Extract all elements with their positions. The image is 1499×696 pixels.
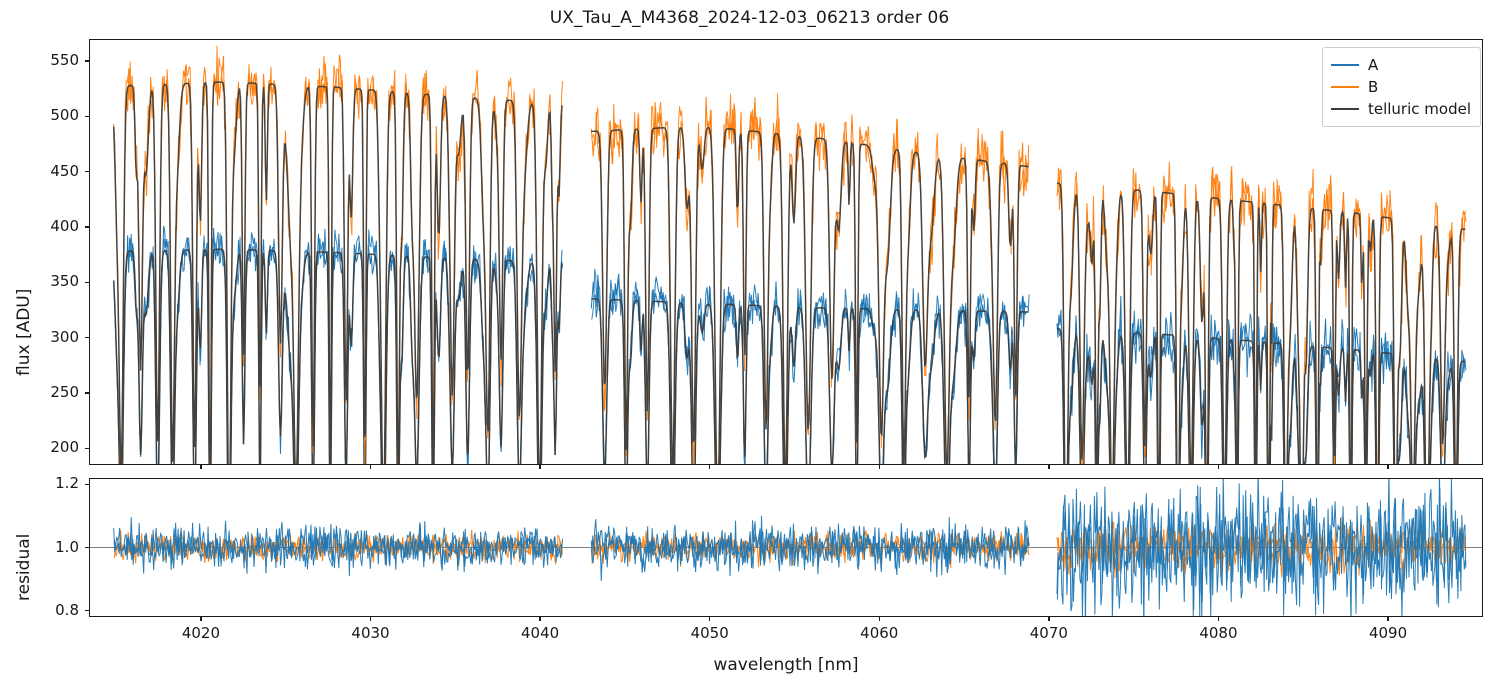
y-tick-flux: [85, 60, 89, 62]
legend: A B telluric model: [1321, 47, 1481, 127]
y-tick-residual: [85, 610, 89, 612]
legend-item-a[interactable]: A: [1330, 54, 1471, 76]
spectrum-b-noise2-segment-2: [591, 93, 1030, 464]
y-tick-label-flux: 400: [50, 217, 79, 236]
x-tick-top: [1048, 617, 1050, 621]
y-tick-flux: [85, 115, 89, 118]
x-tick-main: [539, 465, 541, 469]
x-tick-main: [878, 465, 880, 469]
y-tick-label-residual: 1.0: [55, 537, 79, 556]
telluric-model-a-segment-2: [591, 298, 1029, 464]
telluric-model-b-segment-2: [591, 126, 1029, 464]
legend-swatch-b: [1330, 85, 1359, 89]
spectrum-b-noise2-segment-1: [113, 45, 564, 464]
page-title: UX_Tau_A_M4368_2024-12-03_06213 order 06: [549, 8, 950, 28]
x-tick-label: 4030: [351, 624, 390, 642]
telluric-model-a-segment-1: [112, 248, 563, 464]
y-tick-label-flux: 250: [50, 383, 79, 402]
telluric-model-b-segment-1: [112, 81, 563, 464]
residual-plot-area: [90, 479, 1482, 616]
flux-plot-area: [112, 45, 1467, 464]
residual-a-segment-1: [113, 517, 564, 574]
y-tick-label-flux: 300: [50, 327, 79, 346]
telluric-model-a-segment-3: [1056, 327, 1466, 464]
x-tick-top: [369, 617, 372, 621]
residual-a-segment-3: [1056, 479, 1466, 616]
spectrum-a-noise2-segment-3: [1056, 310, 1467, 464]
x-tick-label: 4080: [1199, 624, 1238, 642]
x-tick-main: [1217, 465, 1220, 469]
y-tick-residual: [85, 483, 89, 485]
y-tick-flux: [85, 337, 89, 339]
legend-label-a: A: [1367, 56, 1379, 74]
legend-item-telluric[interactable]: telluric model: [1330, 98, 1471, 120]
flux-panel: [89, 39, 1483, 465]
y-tick-flux: [85, 171, 89, 173]
x-axis-label: wavelength [nm]: [713, 655, 859, 675]
x-tick-label: 4090: [1368, 624, 1408, 642]
x-tick-label: 4070: [1029, 624, 1068, 642]
residual-panel: [89, 478, 1483, 617]
legend-swatch-telluric: [1330, 107, 1359, 111]
x-tick-main: [1048, 465, 1050, 469]
spectrum-a-noise2-segment-1: [113, 228, 564, 464]
y-tick-label-flux: 550: [50, 51, 79, 70]
x-tick-main: [1387, 465, 1389, 469]
spectrum-b-segment-3: [1056, 165, 1466, 464]
x-tick-label: 4060: [860, 624, 899, 642]
residual-a-segment-3: [1056, 479, 1467, 616]
x-tick-label: 4050: [690, 624, 729, 642]
x-tick-main: [709, 465, 711, 469]
y-tick-label-flux: 450: [50, 161, 79, 180]
residual-a-segment-2: [591, 515, 1030, 575]
x-tick-label: 4040: [521, 624, 560, 642]
y-tick-flux: [85, 447, 89, 450]
y-tick-flux: [85, 281, 89, 284]
x-tick-main: [369, 465, 372, 469]
x-tick-top: [709, 617, 711, 621]
y-tick-label-residual: 1.2: [55, 474, 79, 493]
x-tick-label: 4020: [181, 624, 221, 642]
x-tick-top: [878, 617, 880, 621]
legend-label-b: B: [1367, 78, 1379, 96]
legend-swatch-a: [1330, 63, 1359, 67]
y-tick-flux: [85, 226, 89, 228]
y-tick-flux: [85, 392, 89, 394]
x-tick-main: [200, 465, 202, 469]
y-tick-label-residual: 0.8: [55, 600, 79, 619]
y-tick-label-flux: 500: [50, 106, 79, 125]
x-tick-top: [1387, 617, 1389, 621]
x-tick-top: [1217, 617, 1220, 621]
y-tick-label-flux: 350: [50, 272, 79, 291]
residual-a-segment-1: [113, 520, 563, 577]
y-tick-residual: [85, 546, 89, 549]
y-tick-label-flux: 200: [50, 438, 79, 457]
telluric-model-b-segment-3: [1056, 182, 1466, 464]
x-tick-top: [200, 617, 202, 621]
legend-label-telluric: telluric model: [1367, 100, 1471, 118]
x-tick-top: [539, 617, 541, 621]
legend-item-b[interactable]: B: [1330, 76, 1471, 98]
